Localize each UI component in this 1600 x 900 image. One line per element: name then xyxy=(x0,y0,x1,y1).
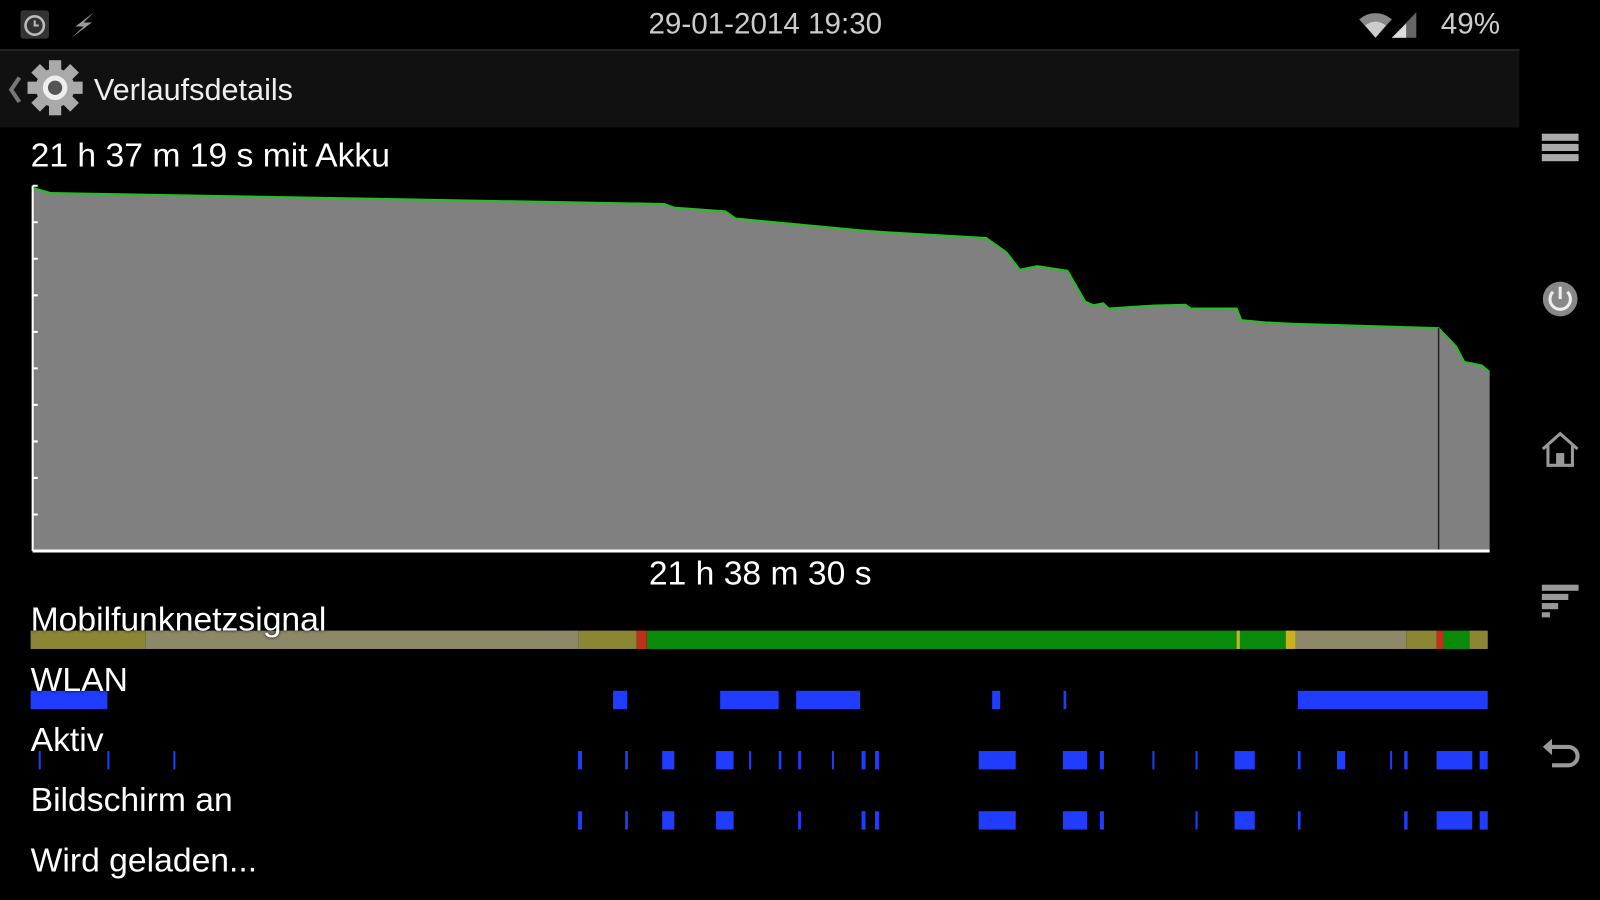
battery-history-chart xyxy=(31,184,1490,553)
active-segment xyxy=(1195,751,1198,770)
active-segment xyxy=(1436,751,1473,770)
active-segment xyxy=(778,751,782,770)
charging-label: Wird geladen... xyxy=(30,840,258,879)
signal-segment xyxy=(1469,630,1488,649)
active-segment xyxy=(798,751,801,770)
active-segment xyxy=(1099,751,1104,770)
back-icon xyxy=(1542,738,1580,768)
signal-segment xyxy=(1236,630,1240,649)
screen-on-label: Bildschirm an xyxy=(30,780,233,819)
screen-on-segment xyxy=(716,811,734,830)
charging-bolt-icon xyxy=(71,12,94,38)
screen-on-segment xyxy=(1404,811,1408,830)
signal-segment xyxy=(145,630,579,649)
wlan-segment xyxy=(1063,690,1067,710)
page-title: Verlaufsdetails xyxy=(93,73,293,108)
battery-duration: 21 h 37 m 19 s mit Akku xyxy=(30,135,390,174)
cell-signal-icon xyxy=(1391,12,1417,38)
wlan-label: WLAN xyxy=(30,660,128,698)
screen-on-segment xyxy=(1195,811,1198,830)
power-button[interactable] xyxy=(1520,268,1600,329)
history-bars xyxy=(30,630,1488,830)
signal-segment xyxy=(1436,630,1444,649)
battery-line xyxy=(32,186,1490,373)
menu-button[interactable] xyxy=(1520,117,1600,178)
active-label: Aktiv xyxy=(30,720,104,759)
active-segment xyxy=(1479,751,1488,770)
alarm-icon xyxy=(20,10,49,39)
screen-on-segment xyxy=(1062,811,1088,830)
screen-on-segment xyxy=(798,811,801,830)
active-segment xyxy=(749,751,752,770)
active-segment xyxy=(173,751,176,770)
screen-on-segment xyxy=(578,811,583,830)
wlan-segment xyxy=(796,690,861,710)
screen-on-segment xyxy=(662,811,675,830)
active-segment xyxy=(1234,751,1255,770)
status-bar: 29-01-2014 19:30 49% xyxy=(0,0,1520,49)
active-segment xyxy=(578,751,583,770)
active-segment xyxy=(1297,751,1301,770)
signal-segment xyxy=(1443,630,1470,649)
screen-on-segment xyxy=(1099,811,1104,830)
wlan-segment xyxy=(1297,690,1488,710)
wifi-icon xyxy=(1359,13,1392,38)
signal-segment xyxy=(30,630,146,649)
signal-segment xyxy=(646,630,1237,649)
signal-segment xyxy=(636,630,647,649)
screen-on-segment xyxy=(874,811,880,830)
active-segment xyxy=(1152,751,1155,770)
active-segment xyxy=(1404,751,1408,770)
home-icon xyxy=(1541,431,1579,467)
active-segment xyxy=(1062,751,1088,770)
total-time: 21 h 38 m 30 s xyxy=(648,554,872,592)
active-segment xyxy=(978,751,1016,770)
signal-label: Mobilfunknetzsignal xyxy=(30,599,327,638)
wlan-segment xyxy=(30,690,108,710)
signal-segment xyxy=(1239,630,1286,649)
active-segment xyxy=(38,751,41,770)
recent-apps-icon xyxy=(1541,584,1579,618)
wlan-segment xyxy=(720,690,779,710)
active-segment xyxy=(716,751,734,770)
status-datetime: 29-01-2014 19:30 xyxy=(648,8,883,41)
home-button[interactable] xyxy=(1520,418,1600,479)
active-segment xyxy=(1390,751,1393,770)
signal-segment xyxy=(1295,630,1407,649)
active-segment xyxy=(831,751,834,770)
power-icon xyxy=(1542,281,1578,317)
screen-on-segment xyxy=(861,811,866,830)
screen-on-segment xyxy=(1479,811,1488,830)
signal-segment xyxy=(1285,630,1296,649)
back-chevron-icon[interactable] xyxy=(6,76,22,105)
active-segment xyxy=(107,751,110,770)
screen-on-segment xyxy=(625,811,628,830)
active-segment xyxy=(874,751,880,770)
active-segment xyxy=(861,751,866,770)
battery-percent: 49% xyxy=(1440,8,1501,41)
recent-apps-button[interactable] xyxy=(1520,568,1600,629)
wlan-segment xyxy=(992,690,1001,710)
wlan-segment xyxy=(613,690,628,710)
screen-on-segment xyxy=(978,811,1016,830)
navigation-bar xyxy=(1520,0,1600,900)
signal-segment xyxy=(578,630,637,649)
signal-segment xyxy=(1406,630,1437,649)
battery-area xyxy=(32,187,1490,552)
action-bar[interactable]: Verlaufsdetails xyxy=(0,48,1520,128)
back-button[interactable] xyxy=(1520,722,1600,783)
menu-icon xyxy=(1541,133,1579,162)
active-segment xyxy=(1336,751,1345,770)
screen-on-segment xyxy=(1436,811,1473,830)
screen-on-segment xyxy=(1297,811,1301,830)
active-segment xyxy=(625,751,628,770)
settings-gear-icon xyxy=(27,60,83,116)
active-segment xyxy=(662,751,675,770)
screen-on-segment xyxy=(1234,811,1255,830)
